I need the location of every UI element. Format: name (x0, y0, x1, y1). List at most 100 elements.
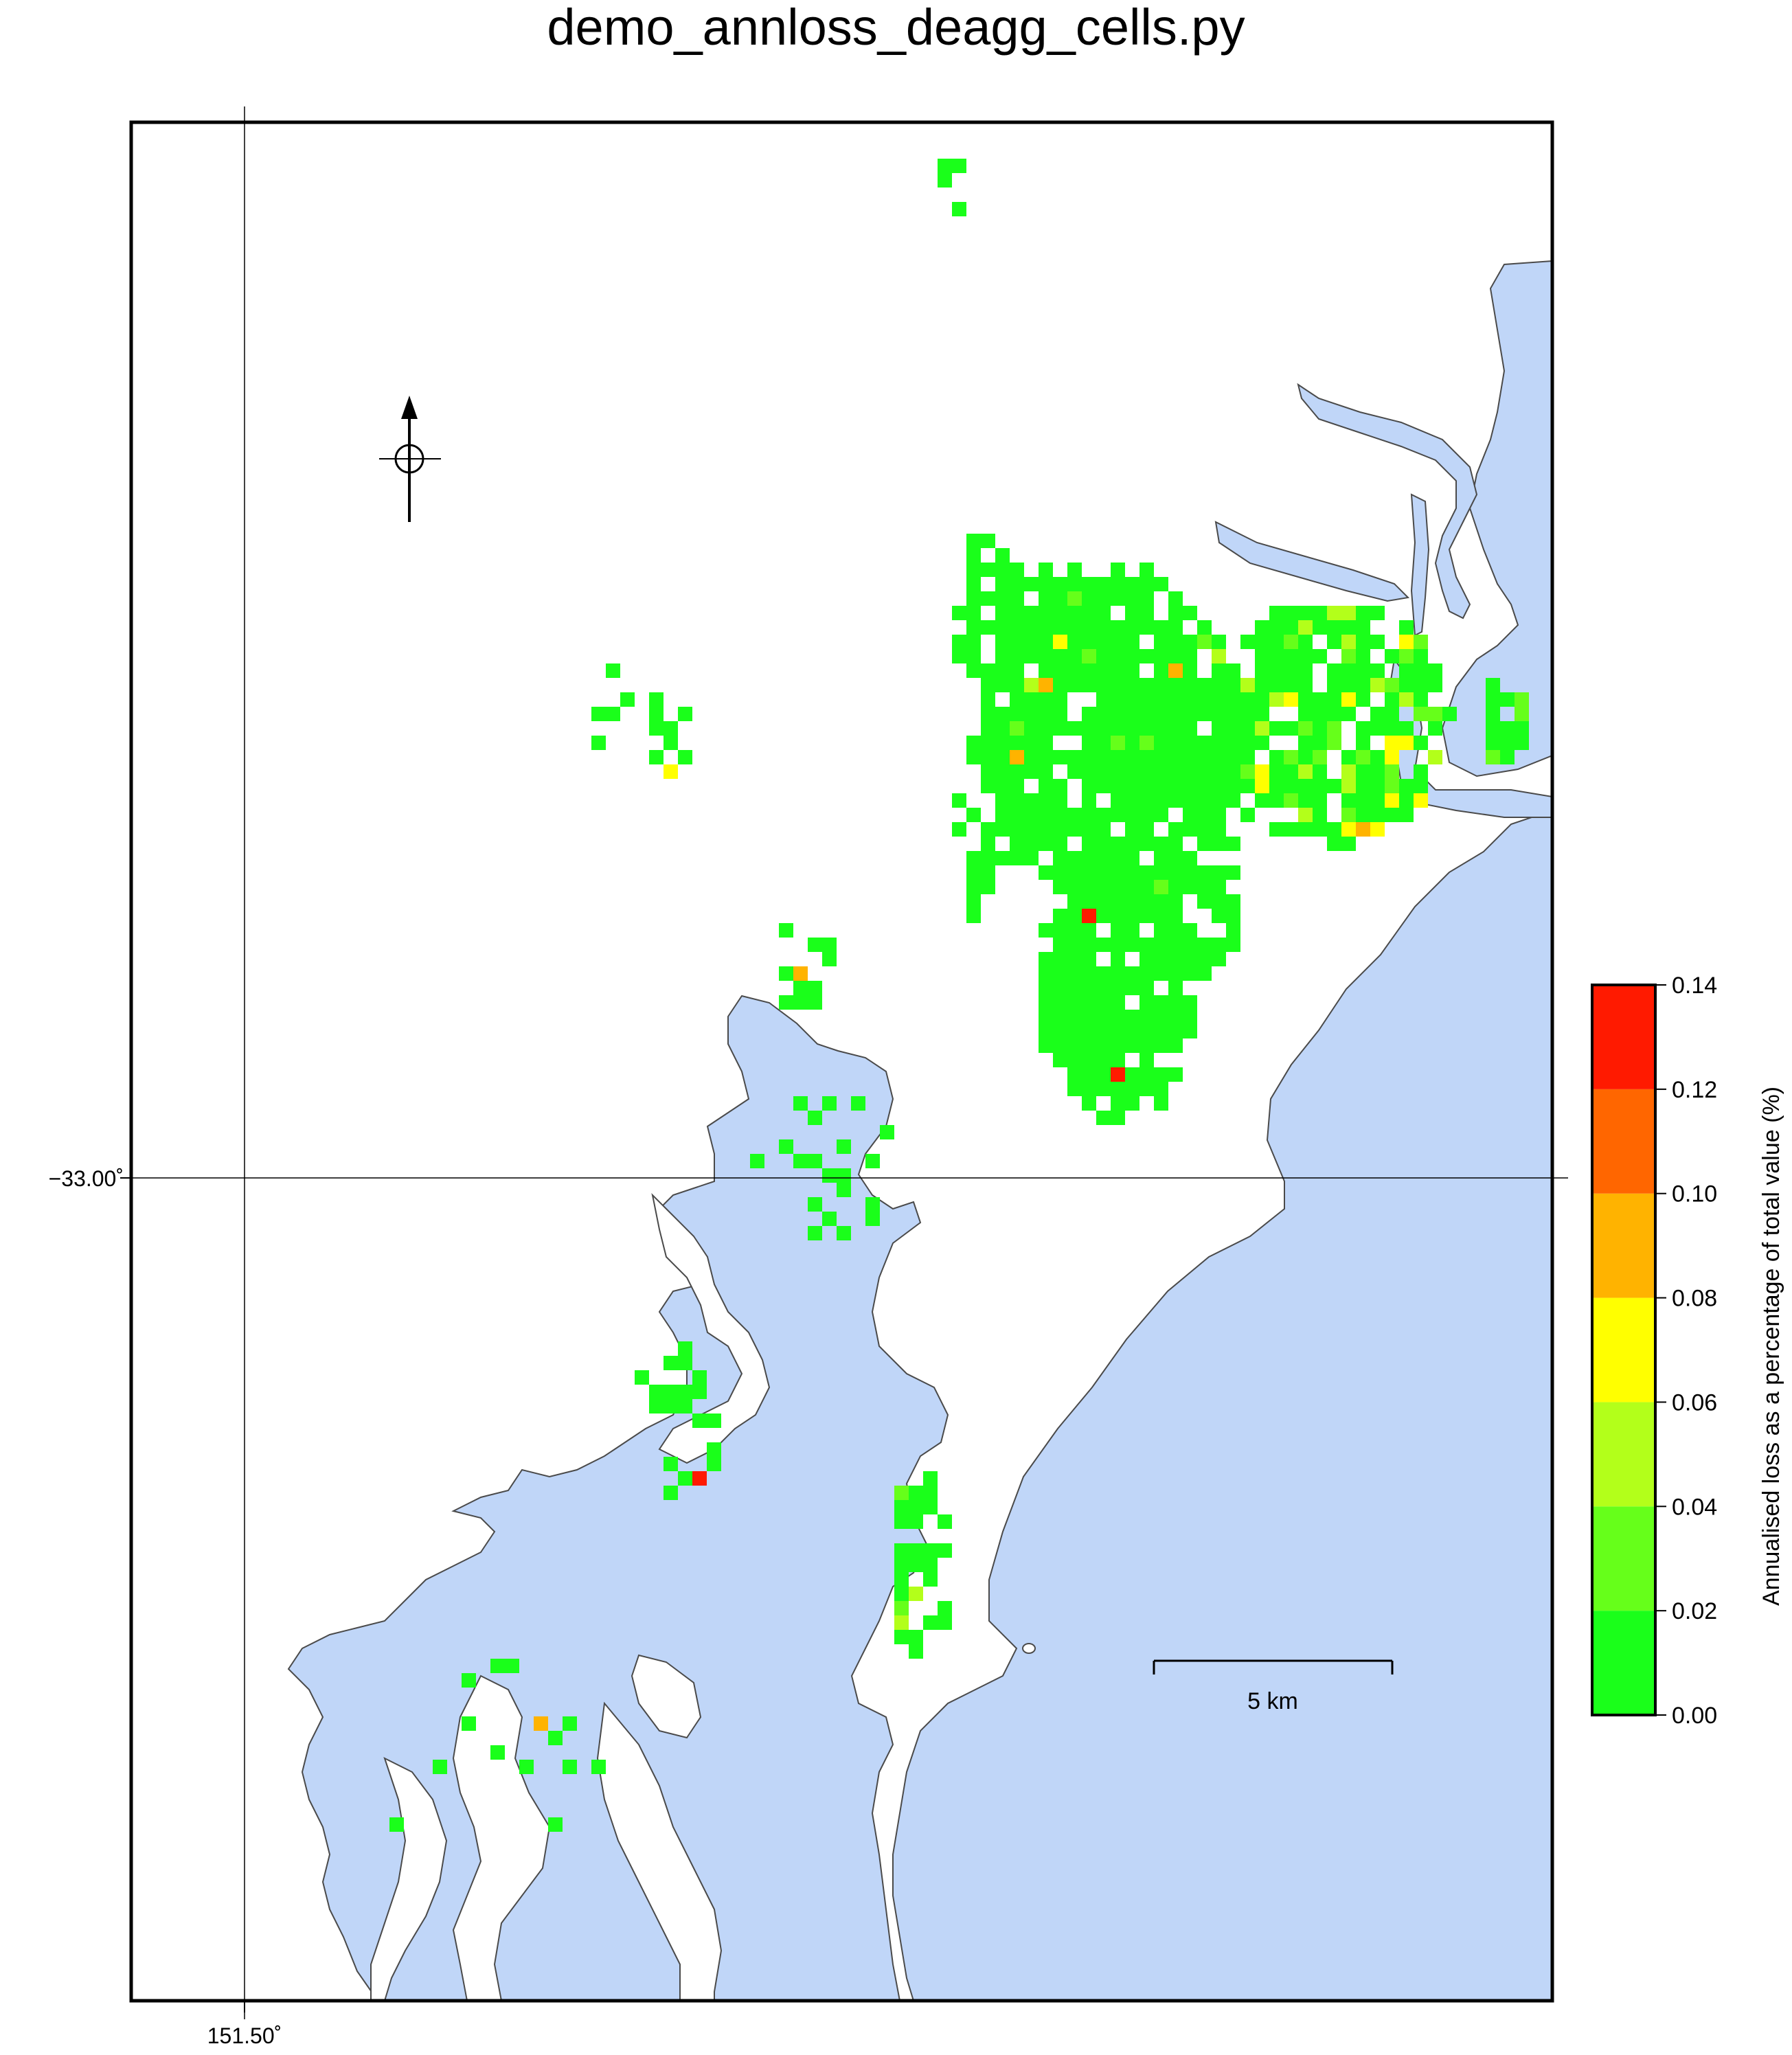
colorbar-tick-label: 0.06 (1672, 1389, 1717, 1416)
loss-cell (779, 923, 793, 938)
loss-cell (462, 1716, 476, 1731)
loss-cell (1053, 995, 1067, 1010)
loss-cell (1082, 736, 1096, 750)
loss-cell (1168, 909, 1183, 923)
loss-cell (1385, 678, 1399, 692)
loss-cell (1356, 736, 1370, 750)
loss-cell (1111, 1067, 1125, 1082)
loss-cell (1212, 750, 1226, 764)
loss-cell (938, 1615, 952, 1630)
loss-cell (750, 1154, 764, 1168)
loss-cell (1067, 909, 1082, 923)
loss-cell (1039, 692, 1053, 707)
loss-cell (1082, 678, 1096, 692)
loss-cell (1428, 721, 1442, 736)
loss-cell (1370, 721, 1385, 736)
loss-cell (1255, 692, 1269, 707)
loss-cell (707, 1457, 721, 1471)
loss-cell (865, 1212, 880, 1226)
loss-cell (1139, 822, 1154, 837)
loss-cell (1053, 635, 1067, 649)
loss-cell (1356, 620, 1370, 635)
loss-cell (1240, 764, 1255, 779)
loss-cell (1082, 822, 1096, 837)
loss-cell (1284, 678, 1298, 692)
loss-cell (1183, 764, 1197, 779)
loss-cell (1125, 880, 1139, 894)
loss-cell (1226, 750, 1240, 764)
loss-cell (1183, 851, 1197, 865)
loss-cell (938, 1543, 952, 1558)
loss-cell (1341, 837, 1356, 851)
loss-cell (1111, 837, 1125, 851)
loss-cell (1428, 707, 1442, 721)
loss-cell (1385, 779, 1399, 793)
loss-cell (1197, 736, 1212, 750)
loss-cell (1082, 1010, 1096, 1024)
loss-cell (1154, 1024, 1168, 1038)
loss-cell (909, 1630, 923, 1644)
loss-cell (1226, 779, 1240, 793)
loss-cell (1053, 793, 1067, 808)
loss-cell (1039, 837, 1053, 851)
loss-cell (1327, 736, 1341, 750)
loss-cell (1183, 923, 1197, 938)
loss-cell (1313, 606, 1327, 620)
loss-cell (1341, 635, 1356, 649)
loss-cell (1053, 880, 1067, 894)
loss-cell (981, 707, 995, 721)
loss-cell (1053, 865, 1067, 880)
loss-cell (1370, 663, 1385, 678)
loss-cell (1082, 1053, 1096, 1067)
loss-cell (1111, 721, 1125, 736)
loss-cell (1010, 606, 1024, 620)
loss-cell (1139, 563, 1154, 577)
loss-cell (1197, 779, 1212, 793)
loss-cell (1111, 938, 1125, 952)
loss-cell (995, 822, 1010, 837)
loss-cell (1269, 649, 1284, 663)
loss-cell (1327, 707, 1341, 721)
loss-cell (1010, 563, 1024, 577)
loss-cell (1067, 1010, 1082, 1024)
loss-cell (1183, 663, 1197, 678)
loss-cell (1168, 606, 1183, 620)
loss-cell (793, 1154, 808, 1168)
loss-cell (1139, 1053, 1154, 1067)
loss-cell (1082, 851, 1096, 865)
loss-cell (808, 1154, 822, 1168)
loss-cell (1053, 606, 1067, 620)
loss-cell (1356, 649, 1370, 663)
loss-cell (1039, 952, 1053, 966)
loss-cell (1024, 606, 1039, 620)
loss-cell (1399, 620, 1414, 635)
loss-cell (1486, 678, 1500, 692)
loss-cell (534, 1716, 548, 1731)
loss-cell (1226, 837, 1240, 851)
loss-cell (1341, 620, 1356, 635)
loss-cell (1414, 793, 1428, 808)
loss-cell (1139, 620, 1154, 635)
loss-cell (1039, 1010, 1053, 1024)
loss-cell (1486, 750, 1500, 764)
loss-cell (1356, 793, 1370, 808)
loss-cell (1111, 923, 1125, 938)
north-arrow-icon (379, 396, 441, 522)
loss-cell (1341, 692, 1356, 707)
loss-cell (1010, 822, 1024, 837)
loss-cell (1356, 663, 1370, 678)
loss-cell (606, 663, 620, 678)
loss-cell (938, 173, 952, 188)
loss-cell (1255, 707, 1269, 721)
loss-cell (1154, 620, 1168, 635)
loss-cell (1067, 678, 1082, 692)
loss-cell (1197, 894, 1212, 909)
loss-cell (1356, 779, 1370, 793)
loss-cell (1370, 764, 1385, 779)
loss-cell (1197, 938, 1212, 952)
loss-cell (1212, 822, 1226, 837)
loss-cell (1082, 981, 1096, 995)
loss-cell (966, 750, 981, 764)
loss-cell (923, 1615, 938, 1630)
loss-cell (1168, 1024, 1183, 1038)
